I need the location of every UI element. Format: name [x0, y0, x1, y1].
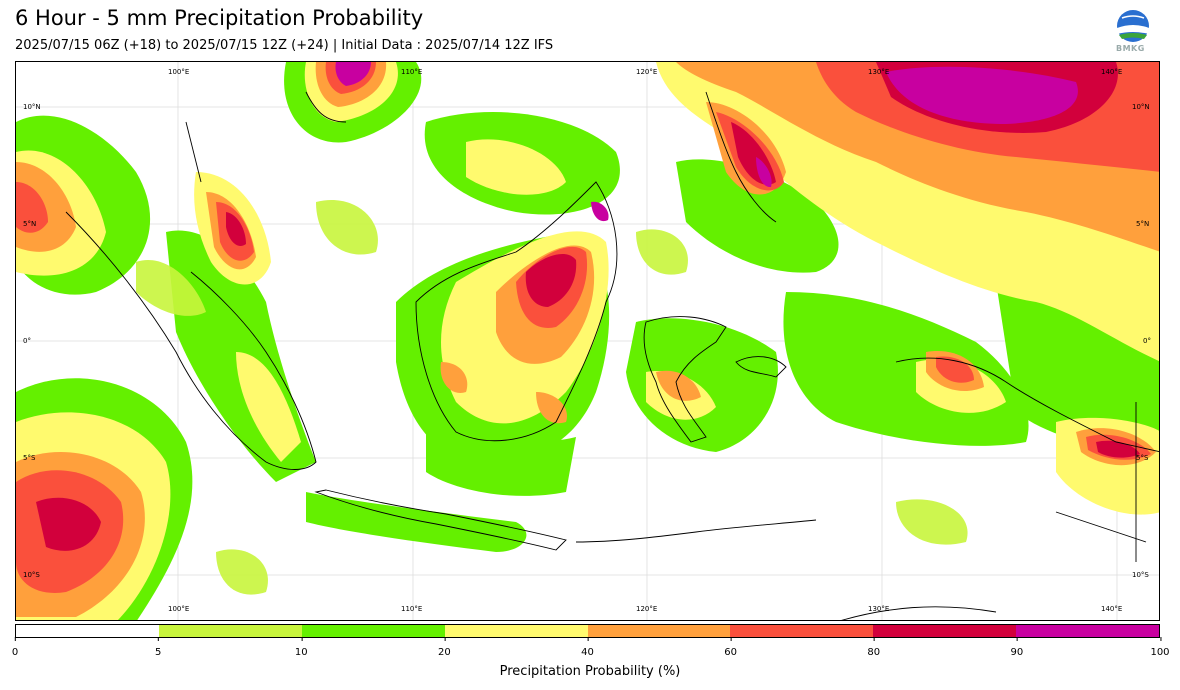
bmkg-logo: [1110, 8, 1156, 58]
colorbar-segment: [587, 625, 731, 637]
lat-label-right: 5°S: [1136, 454, 1149, 462]
colorbar-tick-label: 0: [12, 637, 18, 658]
lat-label-left: 5°N: [23, 220, 37, 228]
lat-label-right: 5°N: [1136, 220, 1150, 228]
probability-field: [16, 62, 1159, 620]
colorbar-segment: [1016, 625, 1159, 637]
lat-label-right: 10°N: [1132, 103, 1150, 111]
colorbar-tick-label: 90: [1011, 637, 1023, 658]
lon-label-top: 110°E: [401, 68, 423, 76]
lat-label-left: 0°: [23, 337, 31, 345]
colorbar-tick-label: 20: [438, 637, 451, 658]
lon-label-top: 140°E: [1101, 68, 1123, 76]
magenta-probability-region: [335, 62, 1078, 222]
coastlines: [65, 91, 1159, 620]
colorbar-tick-label: 60: [724, 637, 737, 658]
lon-label-top: 120°E: [636, 68, 658, 76]
colorbar-label: Precipitation Probability (%): [499, 664, 681, 679]
colorbar-tick-label: 10: [295, 637, 308, 658]
lon-label-bottom: 120°E: [636, 605, 658, 613]
colorbar-tick-label: 100: [1150, 637, 1170, 658]
colorbar-tick-label: 80: [867, 637, 880, 658]
lon-label-bottom: 100°E: [168, 605, 190, 613]
colorbar-segment: [873, 625, 1017, 637]
lon-label-bottom: 130°E: [868, 605, 890, 613]
colorbar-segment: [158, 625, 302, 637]
map-subtitle: 2025/07/15 06Z (+18) to 2025/07/15 12Z (…: [15, 38, 554, 53]
globe-icon: [1117, 10, 1149, 42]
lat-label-right: 0°: [1143, 337, 1151, 345]
colorbar: [15, 624, 1160, 638]
lon-label-bottom: 140°E: [1101, 605, 1123, 613]
colorbar-tick-label: 5: [155, 637, 161, 658]
lat-label-right: 10°S: [1132, 571, 1149, 579]
lon-label-top: 100°E: [168, 68, 190, 76]
lon-label-top: 130°E: [868, 68, 890, 76]
colorbar-segment: [444, 625, 588, 637]
precipitation-map: 100°E 110°E 120°E 130°E 140°E 100°E 110°…: [15, 61, 1160, 621]
colorbar-ticks: 0 5 10 20 40 60 80 90 100: [12, 637, 1170, 658]
map-title: 6 Hour - 5 mm Precipitation Probability: [15, 6, 424, 30]
logo-text: BMKG: [1116, 44, 1145, 53]
colorbar-segment: [16, 625, 159, 637]
colorbar-tick-label: 40: [581, 637, 594, 658]
lat-label-left: 10°N: [23, 103, 41, 111]
colorbar-segment: [730, 625, 874, 637]
lat-label-left: 10°S: [23, 571, 40, 579]
colorbar-segment: [301, 625, 445, 637]
lon-label-bottom: 110°E: [401, 605, 423, 613]
lgreen-probability-region: [136, 200, 968, 595]
lat-label-left: 5°S: [23, 454, 36, 462]
